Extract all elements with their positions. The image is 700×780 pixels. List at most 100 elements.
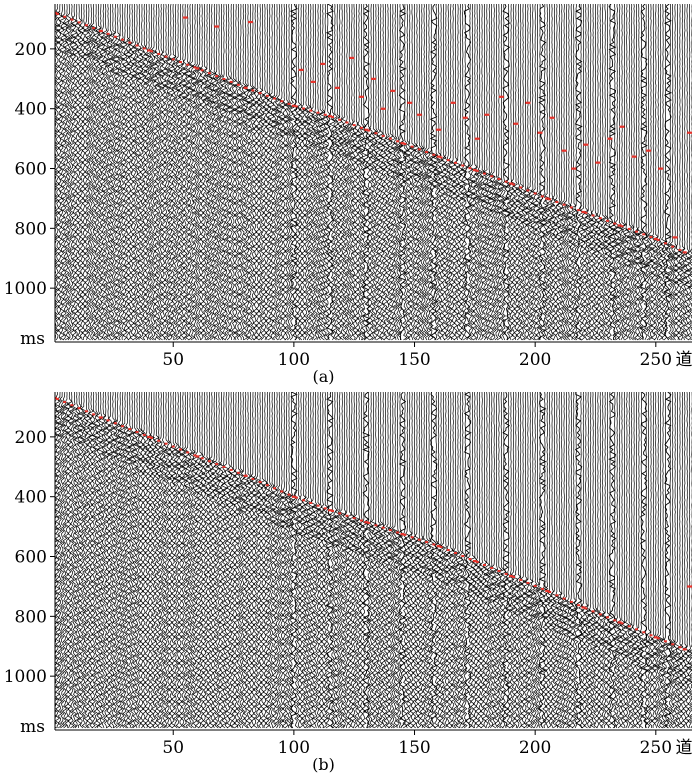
first-break-pick (99, 416, 103, 419)
first-break-pick (147, 49, 152, 52)
scattered-pick (571, 167, 577, 170)
first-break-pick (147, 435, 152, 439)
seismic-trace (686, 4, 692, 341)
seismic-trace (350, 392, 358, 729)
panel-caption: (a) (312, 367, 334, 386)
first-break-pick (352, 517, 356, 520)
seismic-trace (186, 392, 194, 729)
first-break-pick (533, 192, 537, 195)
seismic-trace (278, 392, 286, 729)
first-break-pick (302, 107, 306, 110)
seismic-trace (215, 4, 223, 341)
seismic-trace (611, 4, 619, 341)
seismic-trace (596, 4, 604, 341)
seismic-trace (297, 4, 305, 341)
first-break-pick (345, 121, 349, 124)
seismic-trace (275, 392, 283, 729)
seismic-trace (688, 4, 692, 341)
first-break-pick (653, 636, 658, 639)
seismic-trace (116, 4, 124, 341)
x-unit-label: 道 (676, 350, 693, 370)
scattered-pick (631, 155, 637, 158)
first-break-pick (617, 621, 622, 624)
seismic-trace (295, 4, 303, 341)
first-break-pick (106, 32, 110, 35)
first-break-pick (178, 61, 182, 64)
first-break-pick (540, 587, 544, 590)
seismic-trace (222, 4, 230, 341)
seismic-trace (639, 4, 649, 341)
first-break-pick (490, 566, 494, 569)
seismic-trace (121, 4, 129, 341)
seismic-trace (490, 392, 498, 729)
seismic-trace (58, 392, 66, 729)
scattered-pick (334, 86, 340, 89)
first-break-pick (77, 407, 81, 410)
x-tick-label: 250 (640, 350, 672, 370)
first-break-pick (511, 183, 515, 186)
seismic-trace (384, 392, 392, 729)
seismic-trace (370, 392, 378, 729)
first-break-pick (569, 206, 573, 209)
seismic-trace (265, 392, 274, 729)
first-break-pick (84, 410, 88, 413)
seismic-trace (314, 392, 322, 729)
seismic-trace (92, 4, 100, 341)
seismic-trace (78, 4, 85, 341)
seismic-trace (671, 392, 679, 729)
seismic-trace (553, 392, 561, 729)
first-break-pick (627, 227, 631, 230)
seismic-trace (331, 4, 339, 341)
first-break-pick (328, 509, 333, 512)
seismic-trace (548, 4, 556, 341)
seismic-trace (473, 4, 481, 341)
seismic-trace (534, 392, 542, 729)
seismic-trace (393, 4, 402, 341)
x-tick-label: 100 (278, 350, 310, 370)
seismic-trace (145, 392, 153, 729)
seismic-trace (225, 4, 233, 341)
seismic-trace (58, 4, 66, 341)
seismic-trace (507, 392, 515, 729)
first-break-pick (671, 245, 675, 248)
scattered-pick (462, 116, 468, 119)
x-tick-label: 150 (398, 738, 430, 758)
first-break-pick (207, 460, 211, 463)
seismic-trace (403, 392, 411, 729)
first-break-pick (236, 83, 240, 86)
first-break-pick (207, 72, 211, 75)
seismic-trace (348, 4, 356, 341)
first-break-pick (606, 219, 610, 222)
seismic-trace (273, 4, 281, 341)
first-break-pick (682, 251, 687, 254)
first-break-pick (663, 242, 667, 245)
seismic-trace (104, 392, 112, 729)
panel-b-gather: 200 400 600 800 1000 ms 50 100 150 200 250 道 (b) (4, 392, 693, 774)
seismic-trace (485, 4, 493, 341)
seismic-trace (210, 392, 218, 729)
seismic-trace (504, 4, 513, 341)
seismic-trace (234, 392, 242, 729)
seismic-trace (550, 392, 558, 729)
seismic-trace (237, 392, 245, 729)
first-break-pick (584, 607, 588, 610)
seismic-trace (616, 4, 624, 341)
seismic-trace (541, 392, 549, 729)
first-break-pick (359, 126, 363, 129)
first-break-pick (200, 457, 204, 460)
seismic-trace (289, 392, 298, 729)
first-break-pick (682, 648, 687, 651)
first-break-pick (309, 501, 313, 504)
first-break-pick (526, 581, 530, 584)
seismic-trace (391, 4, 399, 341)
y-tick-label: 200 (15, 428, 47, 448)
first-break-pick (678, 646, 682, 649)
seismic-trace (232, 392, 240, 729)
seismic-trace (63, 4, 71, 341)
seismic-trace (408, 4, 416, 341)
first-break-pick (150, 50, 154, 53)
first-break-pick (432, 543, 436, 546)
first-break-pick (497, 569, 501, 572)
seismic-trace (360, 4, 368, 341)
seismic-trace (287, 392, 296, 729)
